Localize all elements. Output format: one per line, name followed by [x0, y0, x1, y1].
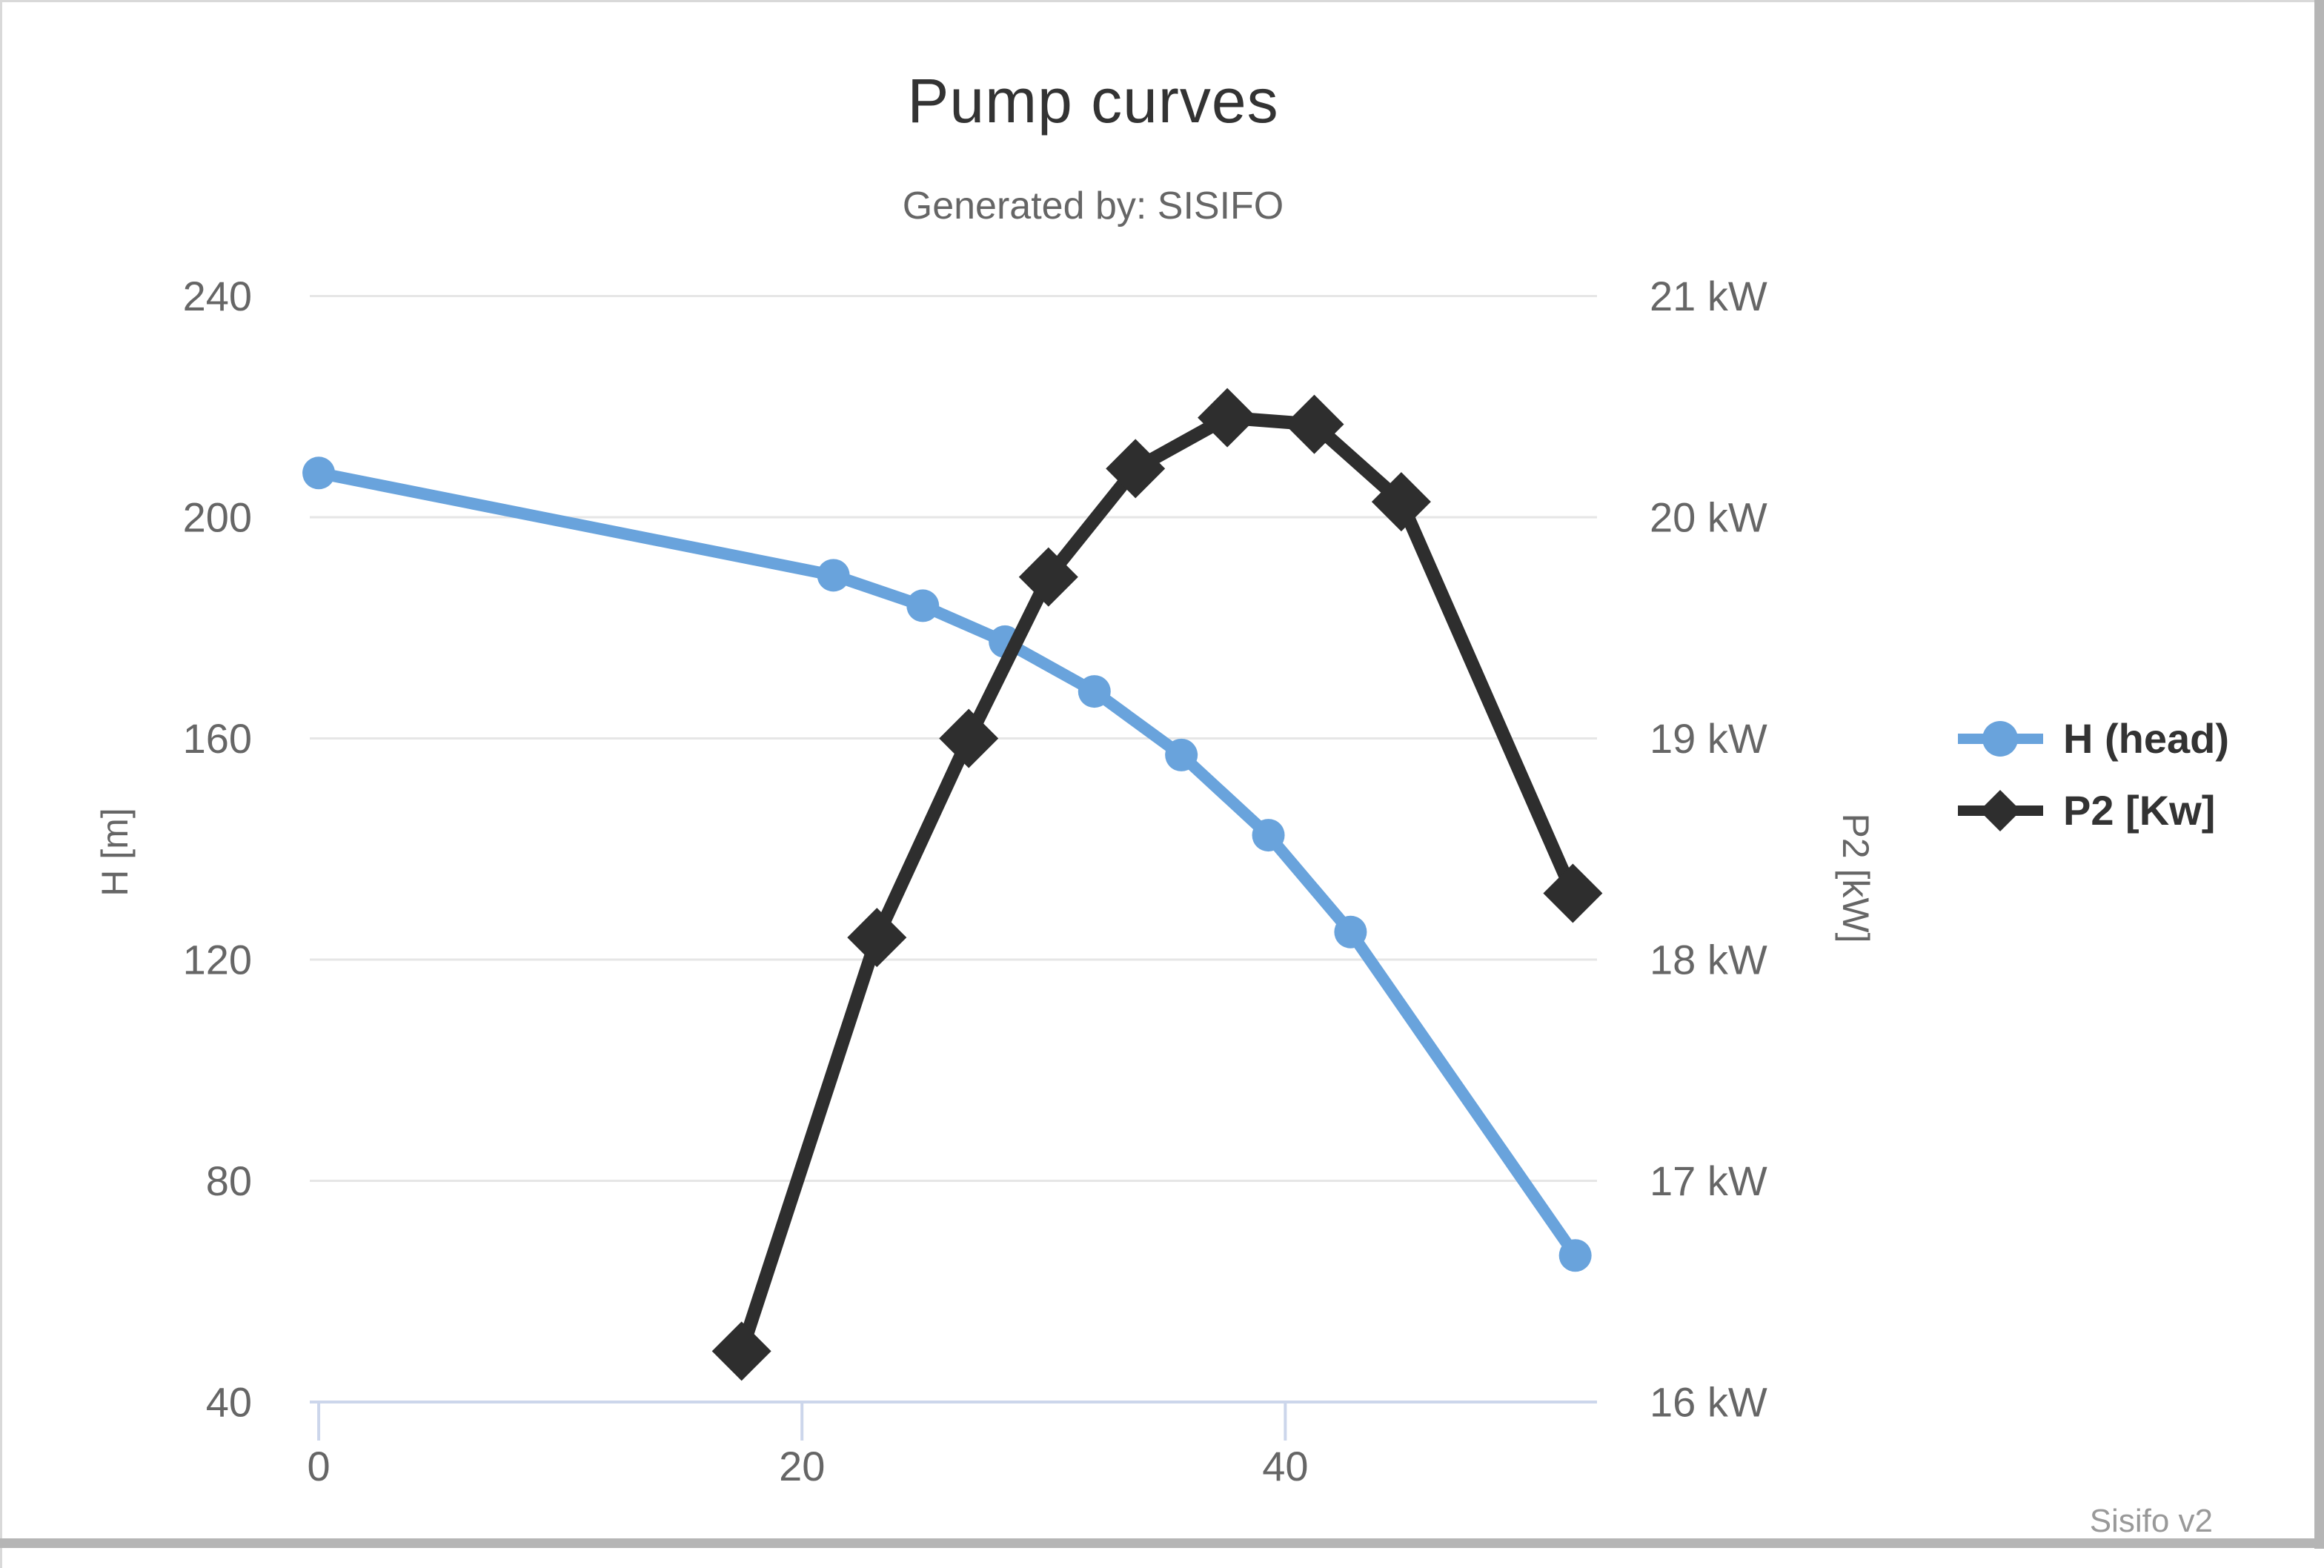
- data-series: [302, 388, 1603, 1381]
- right-axis-title: P2 [kW]: [1835, 813, 1876, 943]
- series-line[interactable]: [313, 467, 1581, 1262]
- series-line[interactable]: [734, 411, 1580, 1358]
- data-point-circle[interactable]: [1078, 675, 1111, 708]
- right-axis-tick-label: 16 kW: [1650, 1379, 1767, 1426]
- legend-item[interactable]: P2 [Kw]: [1958, 774, 2229, 846]
- right-axis-tick-label: 18 kW: [1650, 937, 1767, 983]
- left-axis-tick-label: 200: [183, 494, 252, 541]
- data-point-diamond[interactable]: [1106, 439, 1166, 499]
- chart-title: Pump curves: [907, 66, 1279, 136]
- data-point-circle[interactable]: [1165, 738, 1198, 771]
- data-point-circle[interactable]: [302, 456, 336, 490]
- left-axis-tick-label: 160: [183, 715, 252, 762]
- right-axis-tick-label: 17 kW: [1650, 1157, 1767, 1204]
- right-axis-tick-label: 20 kW: [1650, 494, 1767, 541]
- left-axis-title: H [m]: [94, 808, 136, 897]
- data-point-diamond[interactable]: [1018, 547, 1078, 607]
- x-axis-tick-label: 0: [307, 1443, 330, 1489]
- data-point-diamond[interactable]: [847, 908, 907, 968]
- data-point-circle[interactable]: [1558, 1239, 1592, 1272]
- data-point-diamond[interactable]: [1284, 394, 1344, 454]
- x-axis: [310, 1401, 1597, 1441]
- data-point-diamond[interactable]: [1198, 388, 1258, 448]
- data-point-diamond[interactable]: [1371, 472, 1431, 532]
- left-axis-tick-label: 40: [206, 1379, 252, 1426]
- gridlines: [310, 295, 1597, 1403]
- right-axis-tick-label: 19 kW: [1650, 715, 1767, 762]
- legend-item[interactable]: H (head): [1958, 702, 2229, 774]
- data-point-diamond[interactable]: [711, 1321, 771, 1381]
- data-point-diamond[interactable]: [1543, 863, 1603, 923]
- right-axis-tick-label: 21 kW: [1650, 273, 1767, 319]
- circle-legend-marker-icon: [1958, 720, 2043, 757]
- window-top-border: [0, 0, 2324, 2]
- left-axis-tick-label: 80: [206, 1157, 252, 1204]
- legend: H (head) P2 [Kw]: [1958, 702, 2229, 846]
- legend-label: P2 [Kw]: [2063, 787, 2216, 834]
- diamond-legend-marker-icon: [1958, 789, 2043, 831]
- left-axis-tick-label: 240: [183, 273, 252, 319]
- window-bottom-border: [0, 1538, 2324, 1548]
- left-axis-tick-label: 120: [183, 937, 252, 983]
- footer-credit: Sisifo v2: [2089, 1503, 2213, 1539]
- chart-subtitle: Generated by: SISIFO: [902, 185, 1284, 227]
- right-scrollbar[interactable]: [2314, 0, 2324, 1549]
- x-axis-tick-label: 20: [779, 1443, 825, 1489]
- window-left-border: [0, 0, 2, 1568]
- data-point-circle[interactable]: [1252, 819, 1285, 852]
- series-h-head: [302, 456, 1592, 1272]
- legend-label: H (head): [2063, 715, 2229, 762]
- data-point-circle[interactable]: [1334, 915, 1367, 949]
- series-p2: [711, 388, 1603, 1381]
- x-axis-tick-label: 40: [1262, 1443, 1308, 1489]
- data-point-circle[interactable]: [817, 559, 850, 592]
- data-point-diamond[interactable]: [939, 708, 999, 768]
- data-point-circle[interactable]: [906, 589, 940, 622]
